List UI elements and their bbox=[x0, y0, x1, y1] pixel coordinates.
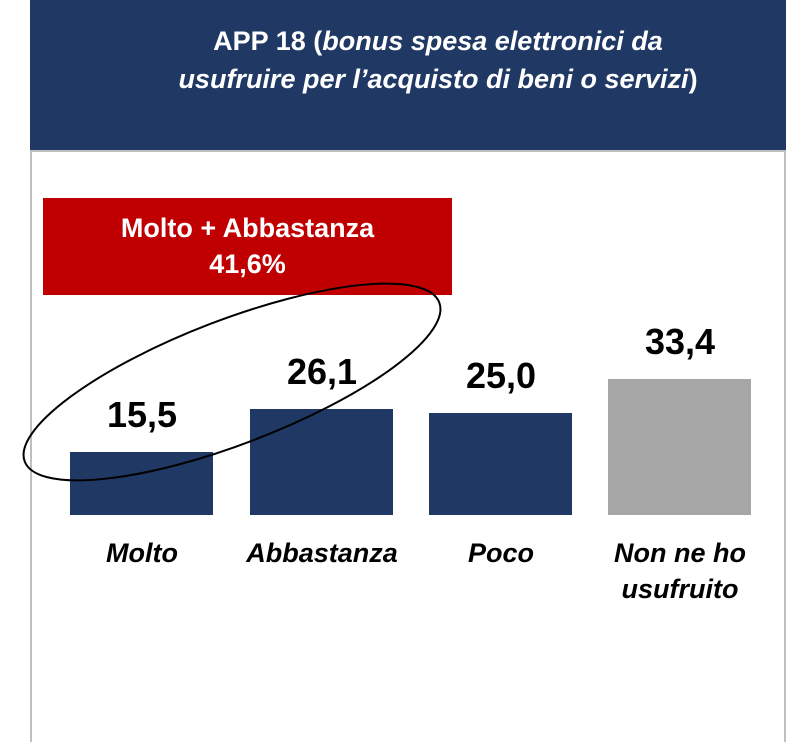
data-label: 33,4 bbox=[644, 321, 716, 363]
title-part: usufruire per l’acquisto di beni o servi… bbox=[178, 64, 689, 94]
annotation-text: Molto + Abbastanza bbox=[120, 213, 375, 243]
category-label: Abbastanza bbox=[246, 538, 398, 568]
title-part: APP 18 ( bbox=[213, 26, 323, 56]
title-part: ) bbox=[688, 64, 698, 94]
highlight-ellipse bbox=[22, 282, 442, 482]
data-label: 25,0 bbox=[465, 355, 537, 397]
bar bbox=[429, 413, 572, 515]
bar bbox=[250, 408, 393, 515]
title-line: usufruire per l’acquisto di beni o servi… bbox=[110, 60, 766, 98]
annotation-value: 41,6% bbox=[209, 249, 286, 279]
category-label: Poco bbox=[467, 538, 534, 568]
header: APP 18 (bonus spesa elettronici da usufr… bbox=[30, 0, 786, 150]
data-label: 26,1 bbox=[286, 350, 358, 392]
data-label: 15,5 bbox=[106, 393, 178, 435]
annotation-box: Molto + Abbastanza 41,6% bbox=[43, 198, 452, 295]
category-label: Non ne ho usufruito bbox=[614, 538, 746, 604]
category-label: Molto bbox=[106, 538, 178, 568]
bar bbox=[608, 379, 751, 515]
chart-area bbox=[30, 150, 786, 742]
title-line: APP 18 (bonus spesa elettronici da bbox=[110, 22, 766, 60]
title-part: bonus spesa elettronici da bbox=[322, 26, 663, 56]
